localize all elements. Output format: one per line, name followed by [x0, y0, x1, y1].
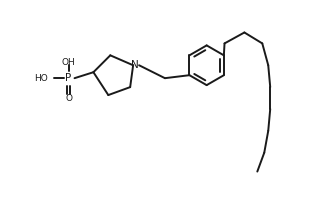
Text: OH: OH: [62, 58, 75, 67]
Text: O: O: [65, 94, 72, 103]
Text: HO: HO: [34, 74, 48, 83]
Text: P: P: [66, 73, 72, 83]
Text: N: N: [131, 60, 139, 70]
